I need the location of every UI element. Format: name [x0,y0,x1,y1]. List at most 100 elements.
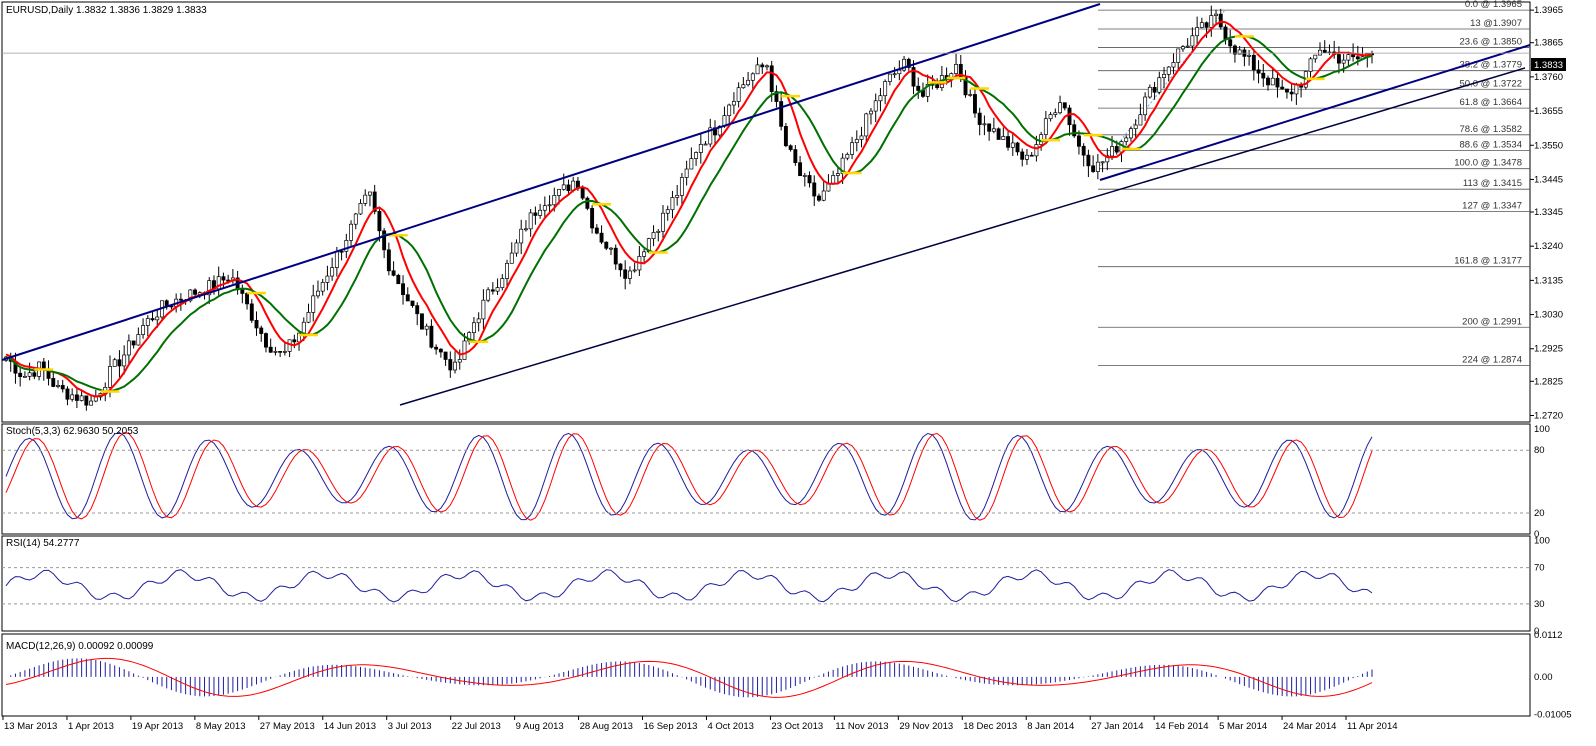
fib-level-label: 113 @ 1.3415 [1463,178,1522,189]
stoch-tick-label: 20 [1534,508,1545,519]
date-tick-label: 14 Jun 2013 [324,721,376,732]
candle-body [566,184,571,192]
candle-body [306,312,311,323]
candle-body [594,227,599,234]
candle-body [424,325,429,330]
candle-body [89,400,94,406]
fib-level-label: 200 @ 1.2991 [1462,316,1522,327]
current-price-label: 1.3833 [1534,60,1563,71]
candle-body [391,270,396,276]
candle-body [935,84,940,88]
price-tick-label: 1.2925 [1534,344,1563,355]
candle-body [377,211,382,232]
candle-body [1185,45,1190,48]
candle-body [1072,124,1077,137]
candle-body [122,354,127,367]
candle-body [1114,146,1119,153]
candle-body [1336,54,1341,64]
date-tick-label: 27 Jan 2014 [1091,721,1143,732]
candle-body [1351,54,1356,58]
candle-body [1067,107,1072,126]
candle-body [1204,22,1209,28]
candle-body [1190,35,1195,47]
upper-support-line [1099,44,1531,181]
candle-body [982,123,987,126]
candle-body [93,396,98,402]
rsi-line [5,569,1373,603]
candle-body [372,191,377,212]
candle-body [301,321,306,334]
date-tick-label: 29 Nov 2013 [899,721,953,732]
candle-body [627,270,632,279]
lower-channel-line [399,67,1526,406]
candle-body [287,339,292,352]
candle-body [1209,15,1214,28]
candle-body [1166,66,1171,75]
candle-body [353,213,358,225]
candle-body [1275,77,1280,88]
price-tick-label: 1.3345 [1534,207,1563,218]
candle-body [1322,49,1327,53]
price-tick-label: 1.3865 [1534,38,1563,49]
candle-body [1010,142,1015,148]
candle-body [883,81,888,97]
candle-body [765,65,769,68]
candle-body [505,262,509,279]
candle-body [382,230,387,251]
macd-label: MACD(12,26,9) 0.00092 0.00099 [6,641,154,652]
date-tick-label: 11 Nov 2013 [835,721,888,732]
candle-body [1143,96,1148,116]
date-tick-label: 14 Feb 2014 [1155,721,1208,732]
candle-body [320,282,325,292]
candle-body [131,340,136,346]
fib-level-label: 161.8 @ 1.3177 [1454,256,1522,267]
candle-body [1001,136,1006,140]
candle-body [476,318,481,324]
candle-body [925,83,930,97]
candle-body [311,295,316,313]
candle-body [1147,86,1152,98]
stochastic-panel: 100 80 20 0 [2,424,1550,540]
price-tick-label: 1.3240 [1534,241,1563,252]
candle-body [854,139,859,144]
date-tick-label: 5 Mar 2014 [1219,721,1267,732]
candle-body [438,348,443,353]
candle-body [145,318,150,326]
candle-body [1086,154,1091,167]
candle-body [807,175,812,184]
candle-body [60,385,65,390]
candle-body [646,238,651,253]
candle-body [897,69,902,75]
candle-body [443,351,448,360]
candle-body [864,113,869,137]
date-tick-label: 22 Jul 2013 [452,721,501,732]
candle-body [580,187,585,199]
candle-body [812,182,817,197]
date-tick-label: 9 Aug 2013 [516,721,564,732]
macd-panel: 0.0112 0.00 -0.01005 [5,630,1572,720]
candle-body [368,191,372,196]
candle-body [1006,136,1010,148]
rsi-tick-label: 0 [1534,626,1539,637]
current-price-badge [1531,58,1566,71]
date-tick-label: 11 Apr 2014 [1347,721,1398,732]
candle-body [585,197,590,209]
candle-body [613,247,618,265]
ma-slow-line [5,34,1373,393]
fib-level-label: 61.8 @ 1.3664 [1460,97,1522,108]
candle-body [736,87,741,102]
candle-body [150,318,155,321]
macd-tick-label: 0.00 [1534,672,1553,683]
candle-body [1228,39,1233,47]
fib-level-label: 23.6 @ 1.3850 [1460,37,1522,48]
candle-body [1110,146,1114,157]
price-tick-label: 1.3445 [1534,174,1563,185]
candle-body [968,94,973,96]
candle-body [821,190,826,201]
candle-body [590,208,595,229]
candle-body [642,251,647,257]
stoch-main-line [5,431,1373,521]
candle-body [656,230,661,233]
candle-body [689,158,694,170]
candle-body [1308,58,1313,72]
